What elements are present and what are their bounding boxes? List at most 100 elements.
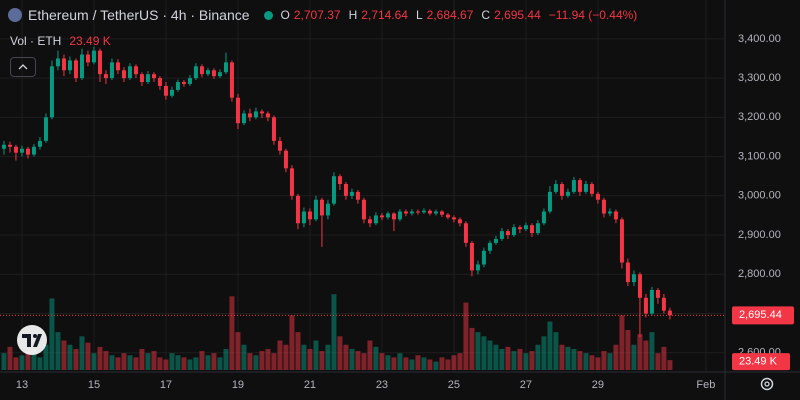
volume-bar (355, 351, 361, 370)
candle-body (121, 70, 126, 79)
x-tick-label: Feb (696, 379, 715, 391)
volume-bar (175, 355, 181, 370)
volume-bar (541, 336, 547, 370)
volume-bar (451, 355, 457, 370)
volume-bar (391, 357, 397, 370)
candle-body (85, 54, 90, 63)
candle-body (73, 60, 78, 79)
candle-body (343, 184, 348, 196)
settings-icon[interactable] (760, 377, 774, 391)
volume-bar (37, 357, 43, 370)
volume-bar (109, 355, 115, 370)
candle-body (205, 70, 210, 75)
volume-bar (163, 359, 169, 370)
volume-bar (505, 346, 511, 370)
volume-bar (259, 351, 265, 370)
candle-body (109, 62, 114, 79)
volume-bar (85, 342, 91, 370)
volume-bar (571, 348, 577, 370)
volume-bar (265, 348, 271, 370)
candle-body (499, 231, 504, 239)
candle-body (247, 113, 252, 118)
volume-bar (229, 296, 235, 370)
candle-body (337, 176, 342, 185)
candle-body (565, 191, 570, 196)
volume-bar (205, 355, 211, 370)
volume-bar (499, 348, 505, 370)
volume-bar (475, 332, 481, 370)
candle-body (313, 199, 318, 220)
candle-body (649, 289, 654, 314)
candle-body (373, 215, 378, 224)
candle-body (433, 211, 438, 214)
volume-bar (289, 315, 295, 370)
volume-bar (373, 346, 379, 370)
candle-body (589, 184, 594, 194)
ohlc-label: H (348, 8, 358, 22)
symbol-title[interactable]: Ethereum / TetherUS · 4h · Binance (28, 7, 250, 23)
volume-bar (283, 344, 289, 370)
candle-body (13, 146, 18, 153)
volume-bar (61, 340, 67, 370)
candle-body (55, 58, 60, 67)
volume-bar (73, 348, 79, 370)
candle-body (403, 211, 408, 214)
volume-bar (613, 344, 619, 370)
volume-bar (637, 334, 643, 370)
candle-body (295, 195, 300, 224)
volume-bar (25, 351, 31, 370)
candle-body (547, 191, 552, 212)
candle-body (361, 199, 366, 220)
x-tick-label: 25 (448, 379, 460, 391)
volume-bar (307, 348, 313, 370)
volume-bar (301, 344, 307, 370)
volume-bar (187, 359, 193, 370)
x-tick-label: 29 (592, 379, 604, 391)
volume-bar (115, 357, 121, 370)
candle-body (571, 180, 576, 192)
last-volume-tag (732, 353, 790, 371)
volume-bar (511, 351, 517, 370)
ohlc-value: 2,684.67 (426, 8, 474, 22)
volume-bar (601, 351, 607, 370)
volume-bar (421, 357, 427, 370)
candle-body (559, 184, 564, 196)
volume-bar (619, 315, 625, 370)
candle-body (463, 223, 468, 243)
volume-bar (463, 302, 469, 370)
volume-bar (133, 357, 139, 370)
volume-bar (517, 348, 523, 370)
volume-bar (13, 357, 19, 370)
candle-body (331, 176, 336, 204)
candle-body (169, 89, 174, 96)
candle-body (619, 219, 624, 263)
candle-body (301, 211, 306, 224)
volume-bar (145, 353, 151, 370)
volume-bar (589, 355, 595, 370)
volume-bar (469, 327, 475, 370)
volume-bar (433, 361, 439, 370)
volume-bar (583, 353, 589, 370)
candle-body (505, 231, 510, 236)
candle-body (349, 191, 354, 196)
collapse-button[interactable] (10, 57, 36, 77)
candle-body (229, 62, 234, 98)
volume-bar (211, 353, 217, 370)
y-tick-label: 2,900.00 (738, 229, 781, 241)
candle-body (655, 289, 660, 298)
candle-body (625, 262, 630, 283)
candle-body (541, 211, 546, 224)
market-status (263, 10, 273, 20)
candle-body (187, 78, 192, 84)
volume-bar (655, 353, 661, 370)
candle-body (601, 199, 606, 214)
volume-bar (55, 332, 61, 370)
y-tick-label: 3,300.00 (738, 72, 781, 84)
y-tick-label: 3,400.00 (738, 33, 781, 45)
volume-bar (295, 332, 301, 370)
candle-body (91, 50, 96, 63)
volume-bar (397, 353, 403, 370)
candle-body (7, 144, 12, 147)
volume-bar (223, 348, 229, 370)
